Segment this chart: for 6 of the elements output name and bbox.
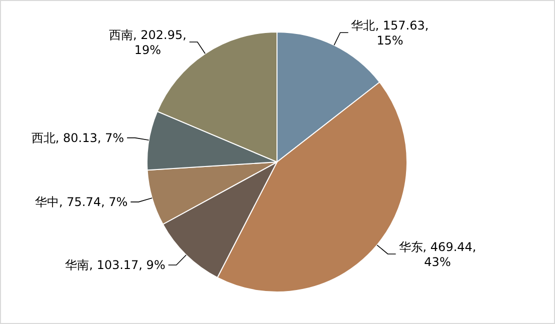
slice-label: 华东, 469.44, 43% [398,240,476,269]
slice-label: 西北, 80.13, 7% [31,130,124,145]
slice-label: 西南, 202.95, 19% [108,28,186,57]
slice-label: 华中, 75.74, 7% [34,194,128,209]
slice-label: 华南, 103.17, 9% [65,258,166,272]
slice-label: 华北, 157.63, 15% [351,18,429,48]
